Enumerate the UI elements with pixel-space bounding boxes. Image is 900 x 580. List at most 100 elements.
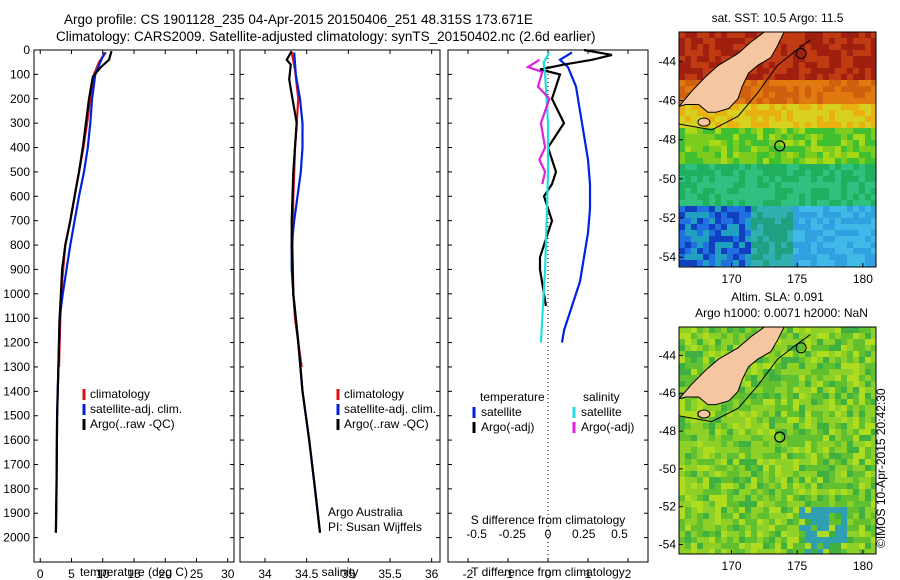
map-cell [787,495,793,501]
map-cell [685,411,691,417]
map-cell [751,134,757,140]
map-cell [709,200,715,206]
map-cell [811,513,817,519]
map-cell [871,435,876,441]
map-cell [805,242,811,248]
map-cell [715,417,721,423]
map-cell [847,381,853,387]
map-cell [847,248,853,254]
map-cell [817,86,823,92]
map-cell [703,339,709,345]
map-cell [799,122,805,128]
map-cell [811,471,817,477]
map-cell [817,531,823,537]
map-cell [853,110,859,116]
map-cell [703,363,709,369]
map-cell [871,375,876,381]
map-cell [811,531,817,537]
map-cell [847,459,853,465]
map-cell [697,471,703,477]
map-cell [853,56,859,62]
map-cell [865,32,871,38]
map-cell [823,206,829,212]
map-cell [769,170,775,176]
map-cell [865,519,871,525]
map-cell [703,254,709,260]
map-cell [823,38,829,44]
map-cell [847,200,853,206]
map-cell [865,224,871,230]
map-cell [763,441,769,447]
map-cell [865,399,871,405]
map-cell [703,543,709,549]
map-cell [829,453,835,459]
x-axis-label: salinity [322,565,359,579]
map-cell [697,146,703,152]
map-cell [793,447,799,453]
map-cell [751,549,757,554]
map-cell [835,122,841,128]
map-cell [721,248,727,254]
map-cell [739,146,745,152]
map-cell [835,92,841,98]
map-cell [709,128,715,134]
map-cell [835,393,841,399]
map-cell [685,345,691,351]
map-cell [805,363,811,369]
map-cell [871,62,876,68]
map-cell [799,38,805,44]
map-cell [835,417,841,423]
map-cell [817,212,823,218]
map-cell [787,74,793,80]
map-cell [805,92,811,98]
map-cell [763,549,769,554]
map-cell [721,483,727,489]
map-cell [763,92,769,98]
map-cell [823,152,829,158]
map-cell [703,176,709,182]
map-cell [781,44,787,50]
map-cell [685,104,691,110]
map-cell [679,128,685,134]
map-cell [835,140,841,146]
map-cell [709,435,715,441]
map-cell [745,447,751,453]
map-cell [709,495,715,501]
map-cell [715,549,721,554]
map-cell [709,477,715,483]
map-cell [703,242,709,248]
map-cell [733,417,739,423]
map-cell [697,32,703,38]
map-cell [799,363,805,369]
map-cell [847,140,853,146]
map-cell [745,477,751,483]
map-cell [805,254,811,260]
map-cell [685,465,691,471]
map-cell [691,507,697,513]
map-cell [787,345,793,351]
map-cell [781,513,787,519]
map-cell [829,230,835,236]
map-cell [859,369,865,375]
x-tick-label: 34 [258,567,272,580]
map-cell [763,260,769,266]
map-cell [745,375,751,381]
map-cell [769,158,775,164]
map-cell [745,86,751,92]
map-cell [805,56,811,62]
map-cell [871,483,876,489]
map-cell [679,68,685,74]
map-cell [715,242,721,248]
map-cell [805,230,811,236]
map-cell [679,134,685,140]
map-cell [781,525,787,531]
map-cell [823,411,829,417]
map-cell [721,230,727,236]
map-cell [733,483,739,489]
map-cell [835,429,841,435]
map-cell [847,363,853,369]
annotation-line: Argo Australia [328,505,403,519]
map-cell [859,423,865,429]
map-cell [805,68,811,74]
map-cell [835,465,841,471]
